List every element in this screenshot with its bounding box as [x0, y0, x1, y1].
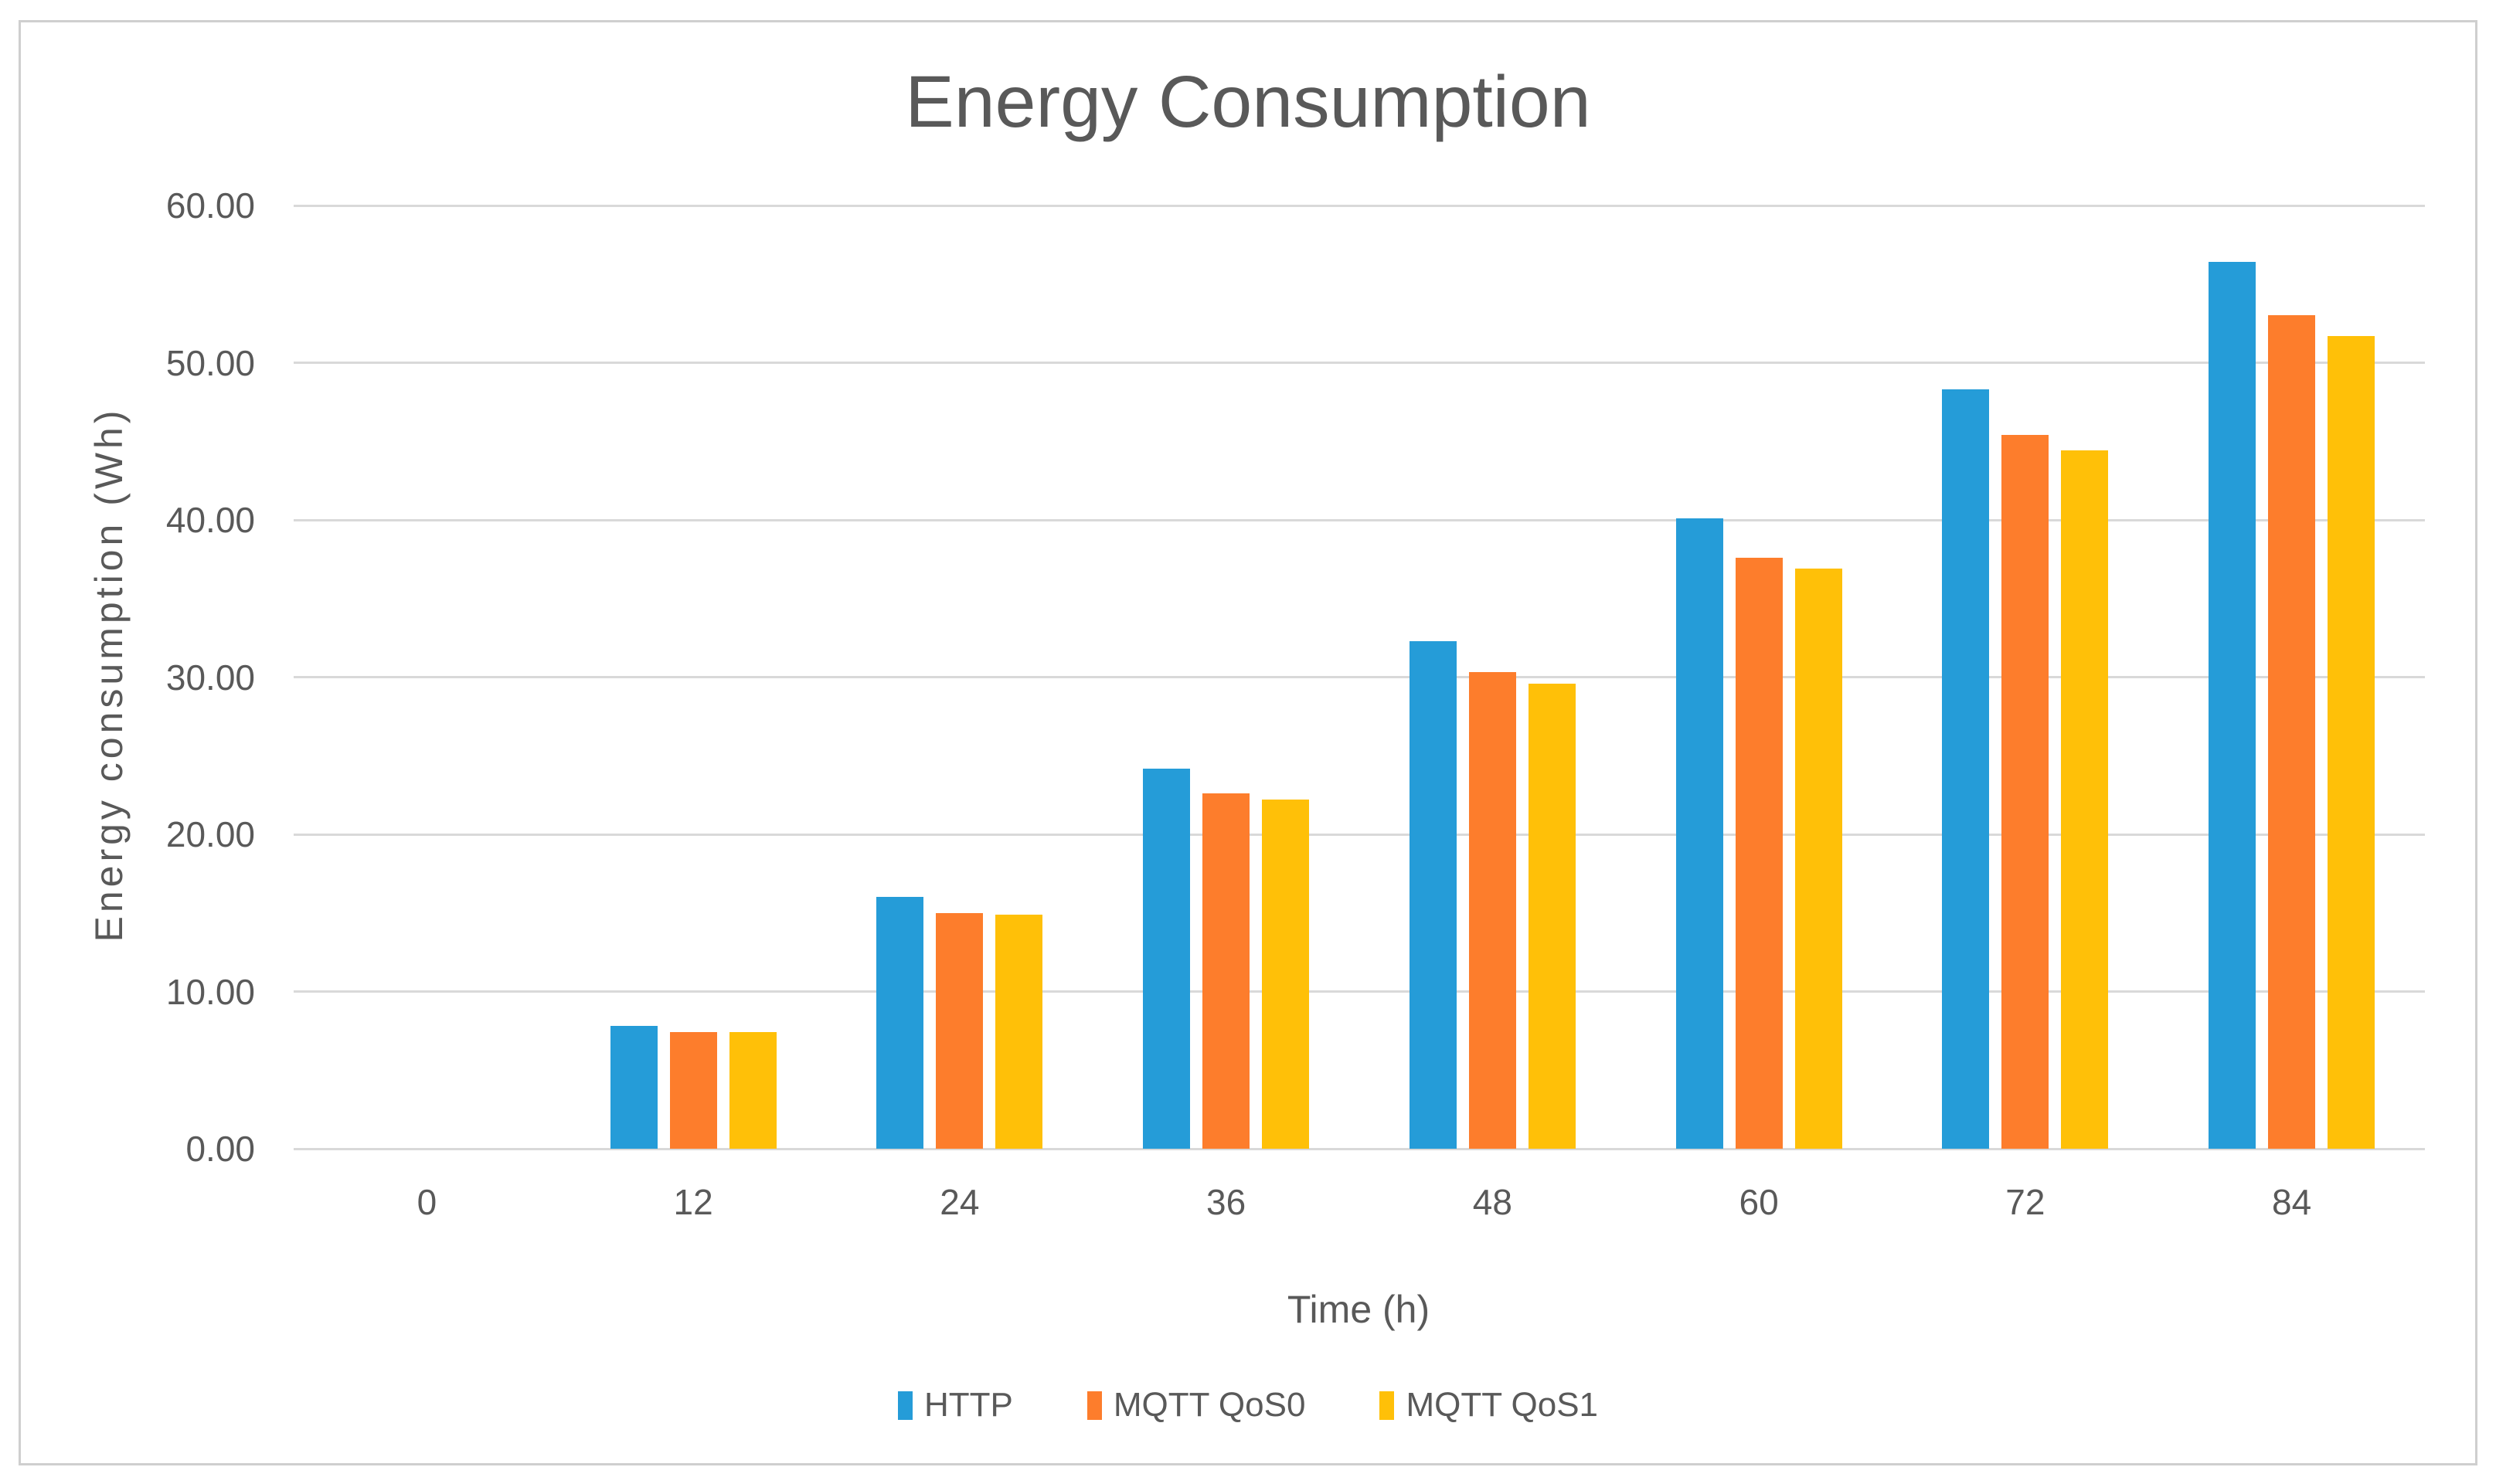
bar-mqtt-qos1: [995, 914, 1043, 1149]
legend-item-mqtt-qos0: MQTT QoS0: [1086, 1386, 1306, 1424]
bar-group-0: [344, 205, 510, 1149]
bar-mqtt-qos1: [2328, 335, 2375, 1149]
gridline-60: [294, 204, 2425, 207]
y-tick-label: 0.00: [185, 1129, 255, 1169]
chart-title: Energy Consumption: [905, 61, 1591, 143]
bar-mqtt-qos1: [1794, 569, 1842, 1149]
bar-http: [876, 897, 924, 1149]
bar-http: [1675, 518, 1723, 1149]
bar-http: [2209, 262, 2256, 1149]
bar-mqtt-qos0: [1202, 793, 1250, 1149]
gridline-50: [294, 362, 2425, 364]
bar-mqtt-qos1: [729, 1032, 777, 1149]
bar-mqtt-qos0: [2001, 435, 2049, 1149]
bar-http: [1143, 768, 1191, 1149]
gridline-0: [294, 1147, 2425, 1150]
legend-item-mqtt-qos1: MQTT QoS1: [1379, 1387, 1598, 1424]
gridline-30: [294, 676, 2425, 678]
chart-area-border: [19, 20, 2477, 1465]
y-tick-label: 40.00: [165, 500, 255, 540]
bar-mqtt-qos0: [669, 1032, 717, 1149]
x-tick-label: 84: [2272, 1182, 2312, 1222]
legend-label: MQTT QoS0: [1113, 1386, 1306, 1424]
legend-item-http: HTTP: [897, 1386, 1013, 1424]
bar-mqtt-qos0: [1468, 672, 1516, 1149]
legend-marker-icon: [897, 1391, 913, 1420]
bar-group-48: [1409, 205, 1576, 1149]
y-tick-label: 60.00: [165, 185, 255, 226]
legend: HTTP MQTT QoS0 MQTT QoS1: [0, 1386, 2496, 1425]
y-tick-label: 20.00: [165, 814, 255, 854]
y-tick-label: 50.00: [165, 342, 255, 383]
legend-label: MQTT QoS1: [1406, 1386, 1599, 1424]
gridline-10: [294, 990, 2425, 993]
x-tick-label: 60: [1739, 1182, 1779, 1222]
bar-mqtt-qos1: [1262, 800, 1310, 1149]
bar-group-60: [1675, 205, 1842, 1149]
y-tick-label: 30.00: [165, 657, 255, 698]
x-tick-label: 24: [940, 1182, 980, 1222]
x-tick-label: 36: [1206, 1182, 1246, 1222]
bar-group-24: [876, 205, 1043, 1149]
bar-http: [610, 1026, 658, 1149]
plot-area: [294, 204, 2425, 1150]
bar-group-72: [1942, 205, 2109, 1149]
bar-group-12: [610, 205, 777, 1149]
x-tick-label: 0: [417, 1182, 437, 1222]
gridline-40: [294, 518, 2425, 521]
gridline-20: [294, 833, 2425, 836]
x-tick-label: 12: [673, 1182, 713, 1222]
bar-group-36: [1143, 205, 1310, 1149]
bar-group-84: [2209, 205, 2375, 1149]
legend-marker-icon: [1086, 1391, 1102, 1420]
bar-mqtt-qos1: [2061, 450, 2109, 1149]
legend-label: HTTP: [923, 1386, 1013, 1424]
bar-mqtt-qos0: [936, 912, 984, 1149]
bar-mqtt-qos1: [1528, 683, 1576, 1149]
y-tick-label: 10.00: [165, 971, 255, 1012]
x-axis-title: Time (h): [1287, 1288, 1430, 1331]
legend-marker-icon: [1379, 1391, 1395, 1420]
bar-http: [1942, 389, 1990, 1149]
x-tick-label: 72: [2005, 1182, 2045, 1222]
bar-http: [1409, 640, 1457, 1149]
bar-mqtt-qos0: [1735, 557, 1783, 1149]
bar-mqtt-qos0: [2268, 315, 2316, 1149]
x-tick-label: 48: [1472, 1182, 1512, 1222]
